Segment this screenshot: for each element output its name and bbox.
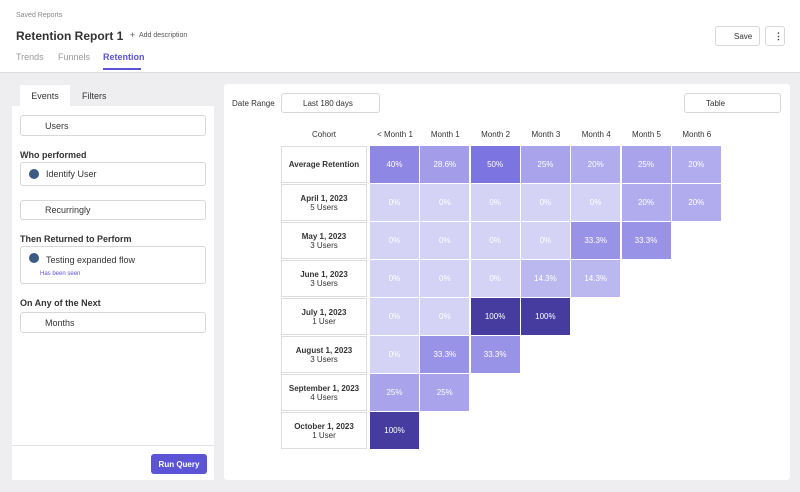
retention-cell: 0% bbox=[470, 260, 520, 297]
retention-cell: 0% bbox=[420, 260, 470, 297]
divider bbox=[12, 445, 214, 446]
cohort-cell: Average Retention bbox=[281, 146, 367, 183]
cohort-name: May 1, 2023 bbox=[301, 231, 347, 241]
retention-cell: 0% bbox=[370, 222, 419, 259]
retention-cell: 33.3% bbox=[470, 336, 520, 373]
retention-cell: 20% bbox=[621, 184, 671, 221]
column-header: Month 2 bbox=[481, 129, 511, 139]
run-query-button[interactable]: Run Query bbox=[151, 454, 207, 474]
frequency-select[interactable]: Recurringly bbox=[20, 200, 206, 220]
cohort-users: 4 Users bbox=[310, 392, 338, 402]
cohort-users: 1 User bbox=[312, 316, 336, 326]
cohort-name: June 1, 2023 bbox=[300, 269, 348, 279]
retention-cell: 0% bbox=[370, 184, 419, 221]
date-range-label: Date Range bbox=[232, 99, 275, 108]
retention-cell: 20% bbox=[671, 146, 721, 183]
cohort-cell: May 1, 2023 3 Users bbox=[281, 222, 367, 259]
return-note: Has been seen bbox=[40, 271, 81, 277]
retention-cell: 0% bbox=[470, 222, 520, 259]
users-select[interactable]: Users bbox=[20, 115, 206, 136]
column-header: Month 4 bbox=[581, 129, 611, 139]
tab[interactable]: Trends bbox=[16, 52, 44, 62]
retention-cell: 50% bbox=[470, 146, 520, 183]
tab[interactable]: Funnels bbox=[58, 52, 91, 62]
retention-cell: 0% bbox=[420, 298, 470, 335]
cohort-name: October 1, 2023 bbox=[294, 421, 354, 431]
event-select[interactable]: Identify User bbox=[20, 162, 206, 186]
column-header: Month 3 bbox=[531, 129, 561, 139]
cohort-cell: August 1, 2023 3 Users bbox=[281, 336, 367, 373]
retention-cell: 33.3% bbox=[621, 222, 671, 259]
cohort-users: 3 Users bbox=[310, 354, 338, 364]
retention-cell: 28.6% bbox=[420, 146, 470, 183]
cohort-users: 1 User bbox=[312, 430, 336, 440]
cohort-name: April 1, 2023 bbox=[300, 193, 348, 203]
retention-cell: 0% bbox=[420, 222, 470, 259]
view-select[interactable]: Table bbox=[684, 93, 781, 113]
add-description[interactable]: Add description bbox=[139, 32, 188, 39]
cohort-users: 5 Users bbox=[310, 202, 338, 212]
date-range-select[interactable]: Last 180 days bbox=[281, 93, 380, 113]
label: On Any of the Next bbox=[20, 298, 101, 308]
retention-cell: 0% bbox=[370, 298, 419, 335]
column-header: Cohort bbox=[311, 129, 336, 139]
retention-cell: 0% bbox=[420, 184, 470, 221]
retention-cell: 0% bbox=[520, 222, 570, 259]
retention-cell: 20% bbox=[671, 184, 721, 221]
cohort-name: July 1, 2023 bbox=[301, 307, 347, 317]
cohort-cell: July 1, 2023 1 User bbox=[281, 298, 367, 335]
save-button[interactable]: Save bbox=[715, 26, 760, 46]
retention-cell: 25% bbox=[520, 146, 570, 183]
retention-cell: 25% bbox=[420, 374, 470, 411]
sidebar-tab[interactable]: Events bbox=[20, 85, 70, 106]
column-header: Month 6 bbox=[682, 129, 712, 139]
plus-icon: + bbox=[130, 30, 136, 40]
cohort-cell: June 1, 2023 3 Users bbox=[281, 260, 367, 297]
cohort-name: Average Retention bbox=[288, 160, 360, 169]
retention-cell: 40% bbox=[370, 146, 419, 183]
retention-cell: 0% bbox=[370, 336, 419, 373]
retention-cell: 33.3% bbox=[571, 222, 621, 259]
cohort-name: September 1, 2023 bbox=[288, 383, 360, 393]
cohort-cell: September 1, 2023 4 Users bbox=[281, 374, 367, 411]
retention-cell: 100% bbox=[470, 298, 520, 335]
sidebar-tab[interactable]: Filters bbox=[82, 91, 107, 101]
report-title: Retention Report 1 bbox=[16, 29, 124, 43]
period-select[interactable]: Months bbox=[20, 312, 206, 333]
return-event-select[interactable]: Testing expanded flow bbox=[20, 246, 206, 284]
label: Who performed bbox=[20, 150, 87, 160]
tab-active[interactable]: Retention bbox=[103, 52, 145, 62]
retention-cell: 14.3% bbox=[571, 260, 621, 297]
retention-cell: 100% bbox=[520, 298, 570, 335]
header bbox=[0, 0, 800, 73]
cohort-name: August 1, 2023 bbox=[295, 345, 353, 355]
column-header: Month 5 bbox=[632, 129, 661, 139]
breadcrumb[interactable]: Saved Reports bbox=[16, 12, 63, 19]
event-dot bbox=[29, 169, 39, 179]
cohort-users: 3 Users bbox=[310, 240, 338, 250]
retention-cell: 0% bbox=[370, 260, 419, 297]
retention-cell: 20% bbox=[571, 146, 621, 183]
retention-cell: 25% bbox=[621, 146, 671, 183]
column-header: Month 1 bbox=[430, 129, 460, 139]
retention-cell: 100% bbox=[370, 412, 419, 449]
event-dot bbox=[29, 253, 39, 263]
retention-cell: 33.3% bbox=[420, 336, 470, 373]
cohort-cell: October 1, 2023 1 User bbox=[281, 412, 367, 449]
retention-cell: 0% bbox=[470, 184, 520, 221]
retention-cell: 0% bbox=[520, 184, 570, 221]
more-button[interactable]: ⋮ bbox=[765, 26, 785, 46]
cohort-cell: April 1, 2023 5 Users bbox=[281, 184, 367, 221]
retention-cell: 25% bbox=[370, 374, 419, 411]
retention-cell: 14.3% bbox=[520, 260, 570, 297]
tab-underline bbox=[103, 68, 141, 70]
cohort-users: 3 Users bbox=[310, 278, 338, 288]
label: Then Returned to Perform bbox=[20, 234, 132, 244]
retention-cell: 0% bbox=[571, 184, 621, 221]
column-header: < Month 1 bbox=[377, 129, 413, 139]
